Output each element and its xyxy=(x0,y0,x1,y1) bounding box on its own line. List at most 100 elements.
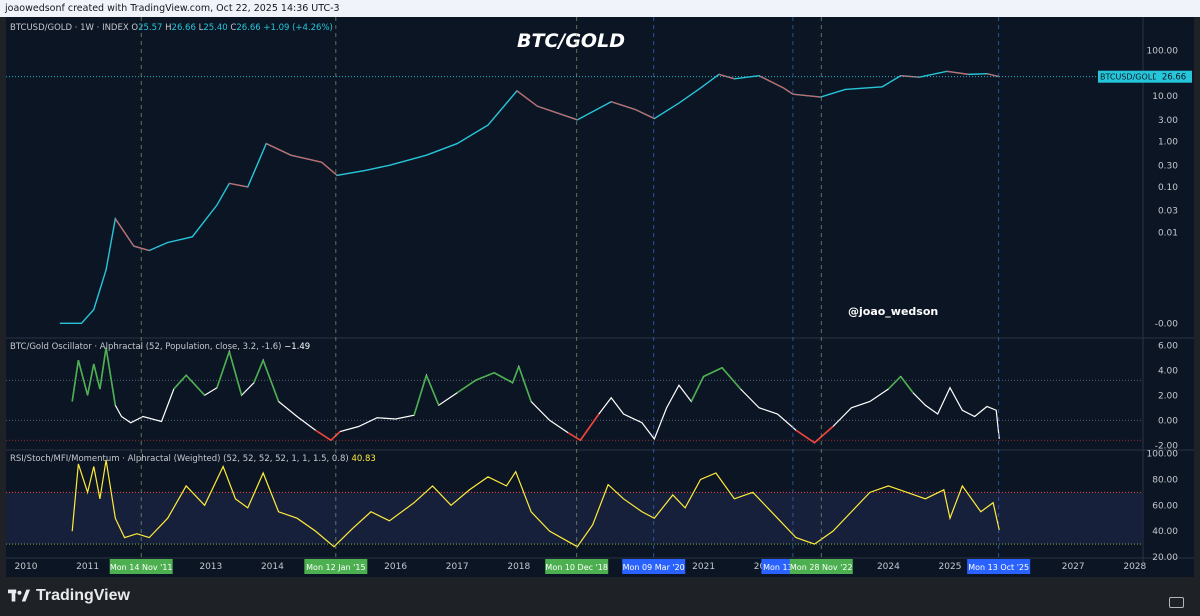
footer: TradingView xyxy=(0,577,1200,616)
date-tag-label: Mon 10 Dec '18 xyxy=(545,563,608,572)
osc-tick-label: -2.00 xyxy=(1155,441,1179,451)
date-tag-bg xyxy=(967,559,1031,574)
btc-gold-down-segment xyxy=(321,161,338,176)
btc-gold-down-segment xyxy=(133,245,150,252)
tradingview-icon xyxy=(8,589,30,602)
rsi-series xyxy=(71,459,1000,548)
rsi-legend: RSI/Stoch/MFI/Momentum · Alphractal (Wei… xyxy=(10,454,376,464)
btc-gold-series xyxy=(59,70,1000,325)
oscillator-extreme-segment xyxy=(475,372,495,381)
oscillator-extreme-segment xyxy=(493,372,514,384)
price-tick-label: 0.10 xyxy=(1158,183,1178,193)
date-tag-bg xyxy=(622,559,686,574)
osc-tick-label: 2.00 xyxy=(1158,391,1178,401)
btc-gold-down-segment xyxy=(946,70,969,75)
price-tick-label: -0.00 xyxy=(1155,319,1179,329)
oscillator-extreme-segment xyxy=(425,374,440,406)
date-tag-label: Mon 12 Jan '15 xyxy=(306,563,365,572)
date-tag-label: Mon 13 Oct '25 xyxy=(968,563,1029,572)
chart-svg[interactable]: 100.0030.0010.003.001.000.300.100.030.01… xyxy=(6,17,1194,577)
btc-gold-down-segment xyxy=(783,87,794,95)
date-tag-bg xyxy=(304,559,368,574)
year-tick-label: 2021 xyxy=(692,562,715,572)
btc-gold-down-segment xyxy=(986,73,1000,78)
price-legend: BTCUSD/GOLD · 1W · INDEX O25.57 H26.66 L… xyxy=(10,23,333,33)
rsi-tick-label: 100.00 xyxy=(1147,450,1179,460)
rsi-band xyxy=(6,492,1143,545)
oscillator-extreme-segment xyxy=(105,347,117,406)
btc-gold-down-segment xyxy=(114,218,135,247)
btc-gold-down-segment xyxy=(537,105,578,121)
oscillator-extreme-segment xyxy=(518,366,532,402)
oscillator-extreme-segment xyxy=(690,376,705,402)
year-tick-label: 2010 xyxy=(15,562,38,572)
oscillator-extreme-segment xyxy=(813,425,834,444)
oscillator-extreme-segment xyxy=(86,363,95,396)
year-tick-label: 2014 xyxy=(261,562,284,572)
price-tick-label: 0.30 xyxy=(1158,161,1178,171)
osc-tick-label: 6.00 xyxy=(1158,341,1178,351)
oscillator-extreme-segment xyxy=(173,374,187,390)
price-tag-label: BTCUSD/GOLD xyxy=(1100,73,1158,82)
btc-gold-down-segment xyxy=(265,143,292,156)
date-tag-bg xyxy=(545,559,609,574)
rsi-tick-label: 40.00 xyxy=(1152,527,1178,537)
price-tag-value: 26.66 xyxy=(1162,73,1186,83)
date-tag-bg xyxy=(789,559,853,574)
chart-area[interactable]: 100.0030.0010.003.001.000.300.100.030.01… xyxy=(6,17,1194,577)
credit-text: joaowedsonf created with TradingView.com… xyxy=(5,3,340,14)
price-tick-label: 3.00 xyxy=(1158,116,1178,126)
oscillator-extreme-segment xyxy=(511,366,520,384)
oscillator-extreme-segment xyxy=(721,367,742,390)
year-tick-label: 2018 xyxy=(507,562,530,572)
year-tick-label: 2013 xyxy=(199,562,222,572)
price-tag-label-bg xyxy=(1098,70,1156,83)
year-tick-label: 2016 xyxy=(384,562,407,572)
oscillator-extreme-segment xyxy=(99,347,107,390)
rsi-tick-label: 20.00 xyxy=(1152,553,1178,563)
rsi-tick-label: 80.00 xyxy=(1152,475,1178,485)
btc-gold-down-segment xyxy=(229,182,248,188)
oscillator-series xyxy=(71,347,1000,444)
rsi-tick-label: 60.00 xyxy=(1152,501,1178,511)
price-tick-label: 0.01 xyxy=(1158,228,1178,238)
oscillator-extreme-segment xyxy=(77,360,89,396)
price-tick-label: 0.03 xyxy=(1158,207,1178,217)
btc-gold-down-segment xyxy=(758,75,784,89)
author-watermark: @joao_wedson xyxy=(848,305,938,318)
oscillator-extreme-segment xyxy=(413,375,428,416)
tradingview-logo[interactable]: TradingView xyxy=(8,587,130,605)
date-tag-label: Mon 28 Nov '22 xyxy=(790,563,853,572)
oscillator-extreme-segment xyxy=(887,375,902,390)
date-tag-label: Mon 09 Mar '20 xyxy=(623,563,685,572)
oscillator-legend: BTC/Gold Oscillator · Alphractal (52, Po… xyxy=(10,342,310,352)
price-tick-label: 10.00 xyxy=(1152,92,1178,102)
btc-gold-down-segment xyxy=(290,154,322,163)
osc-tick-label: 0.00 xyxy=(1158,416,1178,426)
year-tick-label: 2024 xyxy=(877,562,900,572)
chart-credit-bar: joaowedsonf created with TradingView.com… xyxy=(0,0,1200,17)
osc-tick-label: 4.00 xyxy=(1158,366,1178,376)
year-tick-label: 2028 xyxy=(1123,562,1146,572)
date-tag-bg xyxy=(109,559,173,574)
price-tick-label: 100.00 xyxy=(1147,47,1179,57)
tradingview-brand: TradingView xyxy=(36,587,130,604)
oscillator-extreme-segment xyxy=(567,432,581,441)
oscillator-extreme-segment xyxy=(900,376,914,394)
oscillator-extreme-segment xyxy=(216,351,231,389)
oscillator-extreme-segment xyxy=(92,363,101,390)
btc-gold-down-segment xyxy=(792,93,821,98)
oscillator-extreme-segment xyxy=(228,351,243,396)
oscillator-extreme-segment xyxy=(262,359,280,402)
oscillator-extreme-segment xyxy=(703,367,723,378)
btc-gold-down-segment xyxy=(516,90,538,107)
oscillator-extreme-segment xyxy=(315,429,332,441)
year-tick-label: 2017 xyxy=(446,562,469,572)
year-tick-label: 2025 xyxy=(939,562,962,572)
btc-gold-down-segment xyxy=(611,101,637,111)
price-tick-label: 1.00 xyxy=(1158,138,1178,148)
oscillator-extreme-segment xyxy=(253,359,264,384)
date-tag-label: Mon 14 Nov '11 xyxy=(110,563,173,572)
camera-icon[interactable] xyxy=(1169,597,1184,608)
oscillator-extreme-segment xyxy=(579,413,600,441)
